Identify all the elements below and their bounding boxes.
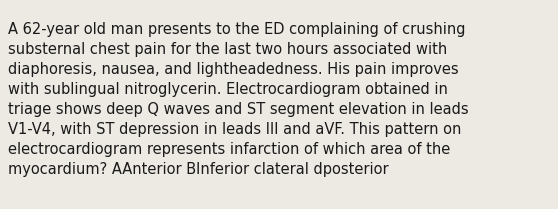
Text: A 62-year old man presents to the ED complaining of crushing
substernal chest pa: A 62-year old man presents to the ED com…: [8, 22, 469, 177]
